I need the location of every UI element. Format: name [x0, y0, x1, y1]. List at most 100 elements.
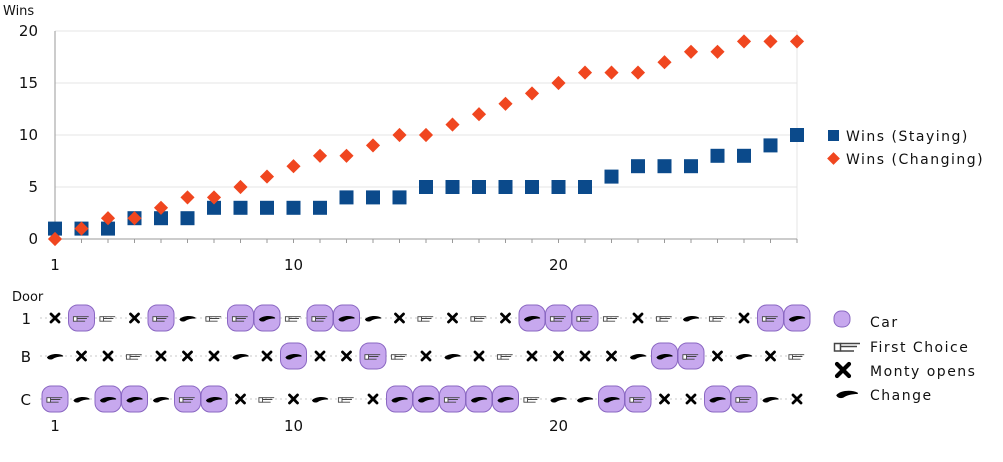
changing-point	[153, 200, 169, 215]
first-choice-icon	[523, 397, 540, 403]
first-choice-icon	[125, 354, 143, 360]
monty-opens-icon	[155, 350, 167, 362]
first-choice-icon	[205, 316, 222, 322]
car-marker	[730, 385, 758, 413]
changing-point	[630, 65, 646, 80]
legend-change-icon	[836, 390, 858, 399]
first-choice-icon	[390, 354, 408, 360]
changing-point	[498, 96, 513, 111]
changing-point	[577, 65, 593, 80]
staying-point	[286, 200, 301, 215]
car-marker	[439, 385, 466, 413]
change-icon	[735, 354, 753, 360]
staying-point	[790, 128, 804, 142]
changing-point	[392, 127, 407, 143]
staying-point	[763, 138, 778, 153]
door-axis-label: Door	[12, 290, 44, 305]
monty-opens-icon	[49, 312, 61, 324]
staying-point	[631, 159, 645, 174]
change-icon	[762, 397, 779, 403]
monty-opens-icon	[579, 350, 591, 362]
legend-label-staying: Wins (Staying)	[846, 129, 969, 145]
monty-opens-icon	[76, 350, 87, 362]
y-tick-label: 10	[19, 126, 38, 144]
car-marker	[545, 304, 572, 332]
changing-point	[683, 44, 699, 59]
staying-point	[339, 190, 354, 205]
y-tick-label: 0	[28, 230, 38, 248]
monty-opens-icon	[606, 350, 617, 362]
door-row-label: B	[21, 348, 31, 366]
first-choice-icon	[258, 397, 275, 403]
first-choice-icon	[602, 316, 620, 322]
staying-point	[684, 159, 698, 174]
series-wins-staying	[48, 128, 804, 236]
changing-point	[710, 44, 725, 59]
changing-point	[789, 34, 805, 49]
legend-monty-opens-label: Monty opens	[870, 364, 976, 380]
changing-point	[551, 75, 566, 91]
change-icon	[550, 397, 567, 403]
changing-point	[524, 86, 540, 101]
legend-first-choice-label: First Choice	[870, 340, 969, 356]
change-icon	[364, 316, 382, 322]
staying-point	[180, 211, 195, 226]
x-tick-label: 20	[549, 256, 568, 274]
legend-car-marker	[833, 310, 851, 328]
bottom-x-tick-label: 1	[50, 417, 60, 435]
bottom-x-tick-label: 10	[284, 417, 303, 435]
change-icon	[682, 316, 700, 322]
monty-opens-icon	[526, 350, 538, 362]
changing-point	[180, 190, 195, 205]
staying-point	[657, 159, 672, 174]
change-icon	[152, 397, 170, 403]
y-tick-labels: 0 5 10 15 20	[19, 22, 38, 248]
door-row-label: C	[21, 391, 31, 409]
first-choice-icon	[284, 316, 302, 322]
bottom-x-tick-labels: 1 10 20	[50, 417, 568, 435]
change-icon	[232, 354, 249, 360]
changing-point	[233, 179, 248, 195]
car-marker	[41, 385, 69, 413]
change-icon	[73, 397, 90, 403]
changing-point	[206, 190, 222, 205]
change-icon	[576, 397, 594, 403]
legend-monty-opens-icon	[837, 364, 849, 376]
legend-first-choice-icon	[833, 342, 861, 352]
changing-point	[736, 34, 752, 49]
staying-point	[154, 211, 168, 226]
monty-opens-icon	[235, 393, 246, 405]
changing-point	[286, 159, 301, 174]
top-x-tick-labels: 1 10 20	[50, 256, 568, 274]
legend-marker-changing	[827, 152, 840, 165]
monty-opens-icon	[685, 393, 697, 405]
door-row-labels: 1 B C	[21, 310, 31, 409]
changing-point	[312, 148, 328, 163]
monty-opens-icon	[791, 393, 803, 405]
staying-point	[313, 200, 327, 215]
first-choice-icon	[337, 397, 355, 403]
y-tick-label: 5	[28, 178, 38, 196]
changing-point	[445, 117, 460, 132]
car-marker	[757, 304, 784, 332]
y-tick-label: 15	[19, 74, 38, 92]
staying-point	[233, 200, 248, 215]
car-marker	[174, 385, 201, 413]
top-legend: Wins (Staying) Wins (Changing)	[827, 129, 983, 168]
staying-point	[48, 221, 62, 236]
car-marker	[624, 385, 652, 413]
first-choice-icon	[708, 316, 726, 322]
monty-opens-icon	[341, 350, 352, 362]
change-icon	[179, 316, 196, 322]
legend-change-label: Change	[870, 388, 933, 404]
changing-point	[604, 65, 619, 80]
changing-point	[471, 107, 487, 122]
staying-point	[737, 148, 751, 163]
y-tick-label: 20	[19, 22, 38, 40]
staying-point	[101, 221, 115, 236]
staying-point	[419, 180, 433, 194]
changing-point	[763, 34, 778, 49]
staying-point	[710, 148, 725, 163]
first-choice-icon	[788, 354, 805, 360]
first-choice-icon	[496, 354, 514, 360]
